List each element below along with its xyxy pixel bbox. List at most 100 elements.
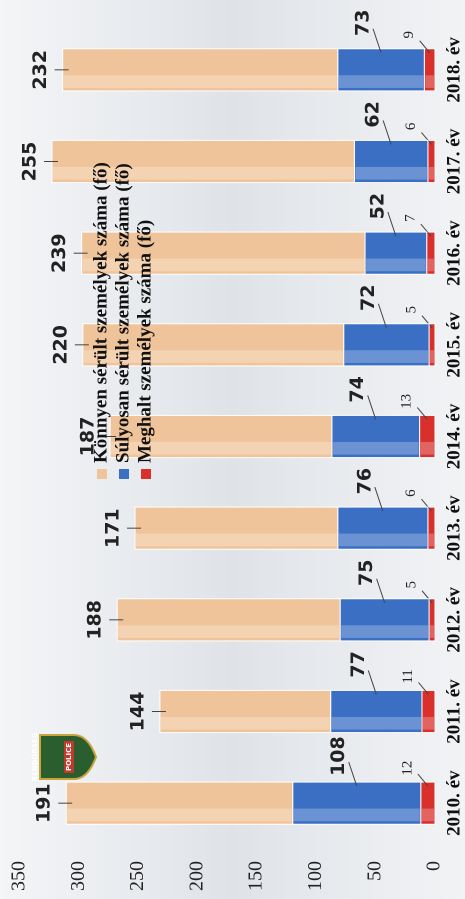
x-tick-label: 2018. év xyxy=(443,37,464,103)
leader-line xyxy=(367,395,377,420)
bar-shine xyxy=(427,258,435,272)
bar-shine xyxy=(344,350,429,363)
bar-shine xyxy=(293,808,420,822)
bar-shine xyxy=(331,716,421,730)
value-label: 188 xyxy=(84,600,106,640)
value-label: 12 xyxy=(399,761,415,776)
value-label: 6 xyxy=(403,489,419,497)
bar-shine xyxy=(82,258,365,272)
x-tick-label: 2014. év xyxy=(443,403,464,469)
value-label: 6 xyxy=(403,122,419,130)
logo-top: RENDŐRSÉG xyxy=(30,732,39,781)
leader-line xyxy=(348,761,358,787)
value-label: 7 xyxy=(402,214,418,222)
bar-shine xyxy=(341,625,429,638)
x-tick-label: 2017. év xyxy=(443,128,464,194)
leader-line xyxy=(416,407,428,420)
y-tick-label: 150 xyxy=(245,861,267,891)
leader-line xyxy=(418,682,429,695)
value-label: 239 xyxy=(48,233,70,273)
logo-band xyxy=(64,741,74,773)
value-label: 13 xyxy=(399,394,415,409)
y-tick-label: 0 xyxy=(423,861,445,871)
leader-line xyxy=(374,486,384,512)
value-label: 11 xyxy=(400,669,416,683)
bar-shine xyxy=(338,533,427,547)
value-label: 62 xyxy=(362,101,384,127)
value-label: 75 xyxy=(355,560,377,586)
legend-swatch xyxy=(141,469,151,479)
value-label: 52 xyxy=(366,193,388,219)
leader-line xyxy=(376,578,386,603)
leader-line xyxy=(421,590,433,604)
value-label: 72 xyxy=(357,285,379,311)
bar-shine xyxy=(332,441,419,455)
value-label: 108 xyxy=(327,736,349,776)
x-tick-label: 2012. év xyxy=(443,587,464,653)
value-label: 187 xyxy=(77,417,99,457)
bar-shine xyxy=(366,258,426,272)
logo-bottom: POLICE xyxy=(65,743,73,771)
leader-line xyxy=(417,773,429,787)
value-label: 171 xyxy=(102,508,124,548)
y-tick-label: 100 xyxy=(304,861,326,891)
value-label: 73 xyxy=(352,10,374,36)
value-label: 191 xyxy=(33,783,55,823)
bar-shine xyxy=(63,75,337,88)
x-tick-label: 2013. év xyxy=(443,495,464,561)
bar-shine xyxy=(430,625,435,638)
value-label: 5 xyxy=(403,306,419,314)
value-label: 9 xyxy=(401,31,417,39)
y-tick-label: 350 xyxy=(8,861,30,891)
value-label: 5 xyxy=(403,581,419,589)
bar-shine xyxy=(160,716,330,730)
value-label: 76 xyxy=(353,468,375,494)
legend-label: Meghalt személyek száma (fő) xyxy=(134,220,155,463)
value-label: 232 xyxy=(29,50,51,90)
bar-shine xyxy=(420,441,435,455)
leader-line xyxy=(420,223,432,237)
x-tick-label: 2016. év xyxy=(443,220,464,286)
logo: RENDŐRSÉG POLICE xyxy=(30,732,98,781)
bar-shine xyxy=(422,716,435,730)
bar-shine xyxy=(338,75,424,88)
legend-label: Könnyen sérült személyek száma (fő) xyxy=(90,162,111,463)
x-tick-label: 2011. év xyxy=(443,679,464,744)
leader-line xyxy=(421,315,433,329)
bar-shine xyxy=(118,625,340,638)
x-tick-label: 2015. év xyxy=(443,312,464,378)
y-tick-label: 300 xyxy=(67,861,89,891)
leader-line xyxy=(382,120,392,145)
leader-line xyxy=(372,28,382,53)
bar-shine xyxy=(421,808,434,822)
leader-line xyxy=(421,498,432,512)
bar-shine xyxy=(430,350,435,363)
value-label: 74 xyxy=(346,376,368,402)
leader-line xyxy=(367,670,377,695)
bar-shine xyxy=(111,441,331,455)
value-label: 255 xyxy=(19,142,41,182)
leader-line xyxy=(377,303,387,328)
bar-shine xyxy=(67,808,292,822)
bar-shine xyxy=(428,166,434,180)
bar-shine xyxy=(83,350,343,363)
y-tick-label: 50 xyxy=(363,861,385,881)
x-tick-label: 2010. év xyxy=(443,770,464,836)
legend-swatch xyxy=(97,469,107,479)
y-tick-label: 200 xyxy=(185,861,207,891)
value-label: 144 xyxy=(126,692,148,732)
bar-shine xyxy=(136,533,337,547)
bar-shine xyxy=(428,533,434,547)
bar-shine xyxy=(53,166,354,180)
value-label: 77 xyxy=(347,651,369,677)
y-tick-label: 250 xyxy=(126,861,148,891)
leader-line xyxy=(419,40,431,54)
value-label: 220 xyxy=(49,325,71,365)
bar-shine xyxy=(355,166,427,180)
bar-shine xyxy=(425,75,435,88)
rotated-chart: RENDŐRSÉG POLICE 0 50 100 150 200 250 300 350 20… xyxy=(8,10,465,891)
legend-label: Súlyosan sérült személyek száma (fő) xyxy=(112,163,133,463)
leader-line xyxy=(387,211,397,237)
